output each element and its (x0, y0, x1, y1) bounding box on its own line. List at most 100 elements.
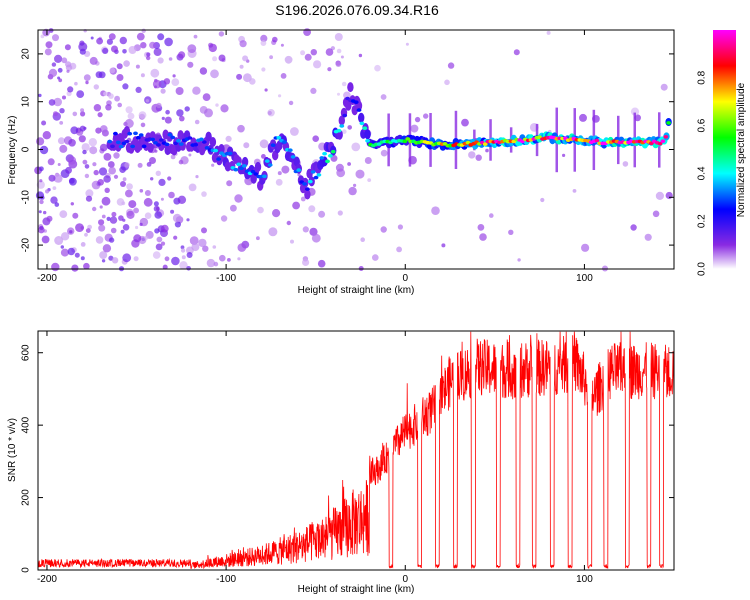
spectrogram-noise-cell (98, 167, 108, 176)
spectrogram-noise-cell (380, 149, 388, 157)
spectrogram-noise-cell (103, 175, 111, 183)
spectrogram-noise-cell (281, 165, 290, 174)
spectrogram-noise-cell (353, 183, 357, 187)
spectrogram-noise-cell (143, 197, 153, 207)
spectrogram-noise-cell (202, 93, 211, 101)
spectrogram-ridge-cell (290, 155, 296, 159)
spectrogram-noise-cell (69, 230, 73, 234)
spectrogram-noise-cell (318, 210, 326, 218)
spectrogram-noise-cell (41, 120, 47, 126)
spectrogram-noise-cell (220, 104, 229, 113)
spectrogram-noise-cell (119, 36, 128, 45)
spectrogram-ridge-cell (164, 142, 170, 147)
spectrogram-ridge-halo (364, 129, 371, 140)
spectrogram-noise-cell (99, 205, 103, 209)
spectrogram-noise-cell (164, 256, 170, 262)
spectrogram-noise-cell (97, 112, 103, 118)
spectrogram-noise-cell (239, 64, 244, 69)
spectrogram-noise-cell (441, 243, 446, 248)
spectrogram-noise-cell (69, 177, 77, 186)
spectrogram-noise-cell (53, 173, 62, 183)
spectrogram-ridge-cell (158, 138, 164, 142)
spectrogram-noise-cell (341, 81, 347, 87)
spectrogram-ridge-cell (173, 141, 179, 146)
spectrogram-ridge-cell (253, 172, 259, 176)
spectrogram-noise-cell (152, 79, 162, 89)
spectrogram-noise-cell (336, 168, 346, 178)
spectrogram-noise-cell (237, 124, 245, 133)
spectrogram-noise-cell (152, 251, 161, 259)
spectrogram-noise-cell (154, 211, 162, 219)
spectrogram-noise-cell (351, 142, 361, 152)
spectrogram-noise-cell (280, 73, 287, 79)
spectrogram-noise-cell (138, 111, 147, 119)
spectrogram-noise-cell (95, 236, 104, 244)
spectrogram-noise-cell (260, 34, 268, 43)
spectrogram-noise-cell (36, 137, 45, 146)
spectrogram-ridge-cell (319, 156, 325, 160)
spectrogram-noise-cell (122, 177, 127, 182)
spectrogram-noise-cell (150, 177, 154, 181)
spectrogram-noise-cell (165, 109, 170, 115)
spectrogram-noise-cell (96, 37, 103, 45)
spectrogram-noise-cell (342, 129, 347, 134)
spectrogram-noise-cell (108, 93, 114, 99)
spectrogram-noise-cell (38, 210, 42, 214)
spectrogram-noise-cell (149, 157, 156, 164)
spectrogram-noise-cell (149, 41, 157, 49)
spectrogram-ridge-cell (170, 135, 176, 140)
spectrogram-ridge-cell (199, 137, 204, 142)
spectrogram-ridge-halo (304, 189, 311, 200)
spectrogram-ridge-cell (233, 167, 239, 172)
spectrogram-noise-cell (101, 214, 106, 219)
spectrogram-ridge-cell (135, 135, 141, 140)
spectrogram-noise-cell (48, 99, 56, 106)
spectrogram-noise-cell (85, 189, 94, 198)
spectrogram-noise-cell (572, 189, 577, 193)
spectrogram-noise-cell (92, 162, 97, 167)
spectrogram-ridge-cell (353, 100, 359, 104)
spectrogram-ridge-cell (127, 131, 133, 136)
spectrogram-noise-cell (405, 42, 409, 46)
spectrogram-ridge-cell (242, 164, 247, 168)
spectrogram-noise-cell (310, 87, 317, 94)
spectrogram-noise-cell (81, 143, 90, 152)
spectrogram-noise-cell (140, 122, 146, 128)
spectrogram-noise-cell (206, 258, 216, 268)
spectrogram-ridge-cell (310, 170, 316, 174)
spectrogram-noise-cell (54, 54, 63, 64)
spectrogram-noise-cell (146, 55, 151, 61)
spectrogram-noise-cell (260, 40, 267, 46)
spectrogram-cells (34, 28, 673, 272)
spectrogram-noise-cell (198, 238, 207, 248)
spectrogram-x-axis-title: Height of straight line (km) (298, 285, 415, 296)
spectrogram-noise-cell (414, 116, 421, 123)
spectrogram-noise-cell (116, 198, 125, 206)
spectrogram-ridge-cell (156, 143, 161, 147)
spectrogram-noise-cell (309, 227, 318, 236)
spectrogram-noise-cell (57, 163, 61, 166)
spectrogram-y-ticks: -20 -10 0 10 20 (21, 48, 674, 252)
colorbar-tick-label: 0.6 (697, 118, 708, 132)
spectrogram-noise-cell (75, 223, 84, 233)
snr-x-tick-label: -100 (216, 574, 236, 585)
spectrogram-ridge-cell (270, 143, 276, 147)
spectrogram-noise-cell (249, 78, 256, 85)
spectrogram-noise-cell (99, 251, 108, 260)
spectrogram-noise-cell (113, 152, 120, 159)
spectrogram-noise-cell (52, 186, 57, 191)
spectrogram-noise-cell (168, 57, 173, 61)
spectrogram-noise-cell (211, 163, 215, 167)
spectrogram-noise-cell (367, 178, 372, 183)
spectrogram-noise-cell (120, 229, 125, 234)
spectrogram-noise-cell (139, 189, 144, 193)
spectrogram-noise-cell (630, 224, 637, 231)
spectrogram-noise-cell (230, 204, 237, 212)
spectrogram-noise-cell (187, 44, 197, 53)
spectrogram-noise-cell (80, 242, 86, 247)
spectrogram-noise-cell (660, 83, 668, 91)
spectrogram-noise-cell (59, 144, 68, 153)
spectrogram-noise-cell (243, 142, 250, 149)
spectrogram-noise-cell (268, 227, 278, 237)
spectrogram-noise-cell (84, 173, 90, 179)
